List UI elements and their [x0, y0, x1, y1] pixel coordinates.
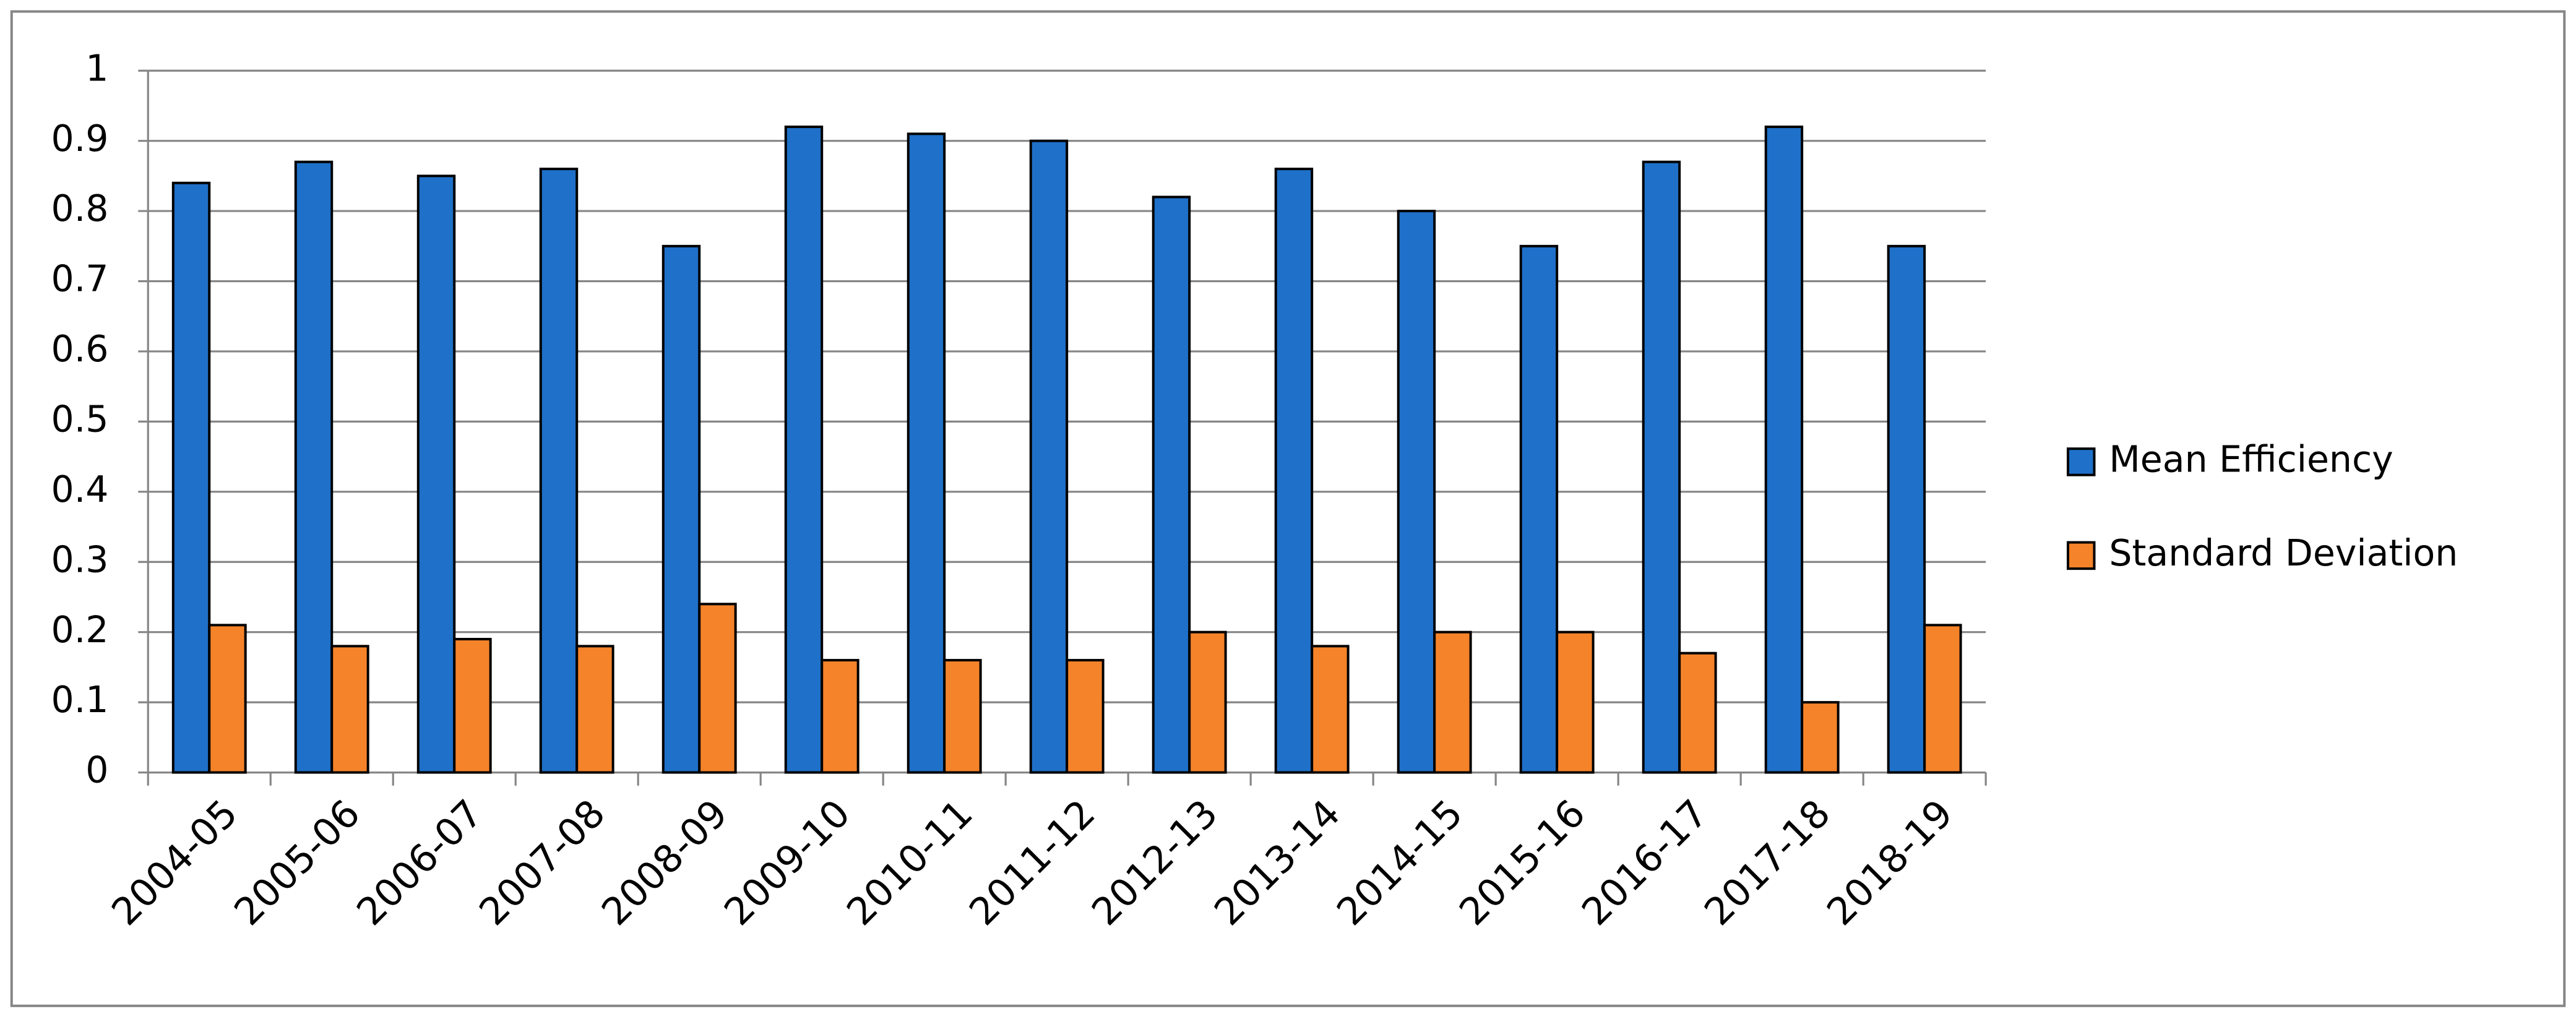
y-tick-label: 1 — [85, 47, 108, 89]
bar — [1642, 160, 1681, 774]
bar — [330, 645, 369, 774]
bar — [1519, 244, 1559, 774]
bar — [539, 168, 579, 774]
bar — [575, 645, 614, 774]
bar — [1274, 168, 1314, 774]
legend-label: Standard Deviation — [2109, 532, 2458, 574]
y-tick-label: 0.3 — [51, 538, 109, 580]
bar — [1029, 139, 1069, 774]
bar — [208, 624, 247, 774]
y-tick-label: 0 — [85, 749, 108, 791]
bar — [1152, 196, 1191, 774]
bar — [294, 160, 334, 774]
bar — [1923, 624, 1962, 774]
legend-swatch — [2066, 447, 2096, 476]
y-tick-label: 0.2 — [51, 609, 109, 651]
bar — [1433, 630, 1472, 774]
y-tick-label: 0.8 — [51, 187, 109, 230]
y-tick-label: 0.5 — [51, 398, 109, 440]
y-tick-label: 0.6 — [51, 328, 109, 370]
bar — [821, 659, 859, 774]
y-tick-label: 0.9 — [51, 118, 109, 160]
bar — [1556, 630, 1595, 774]
legend-swatch — [2066, 541, 2096, 570]
bar — [1801, 701, 1840, 774]
bar — [661, 244, 701, 774]
bar — [1887, 244, 1926, 774]
bar — [698, 603, 737, 774]
bar — [171, 181, 211, 774]
bar — [1188, 630, 1227, 774]
bar — [1066, 659, 1105, 774]
bar — [1311, 645, 1350, 774]
bar — [784, 125, 824, 774]
bar — [1678, 651, 1717, 774]
legend-label: Mean Efficiency — [2109, 439, 2393, 481]
bar — [943, 659, 982, 774]
bar — [1764, 125, 1804, 774]
y-tick-label: 0.1 — [51, 679, 109, 721]
y-tick-label: 0.7 — [51, 258, 109, 300]
bar — [416, 174, 456, 774]
y-tick-label: 0.4 — [51, 468, 109, 510]
bar — [453, 638, 492, 774]
bar — [907, 132, 946, 774]
bar — [1397, 210, 1436, 774]
